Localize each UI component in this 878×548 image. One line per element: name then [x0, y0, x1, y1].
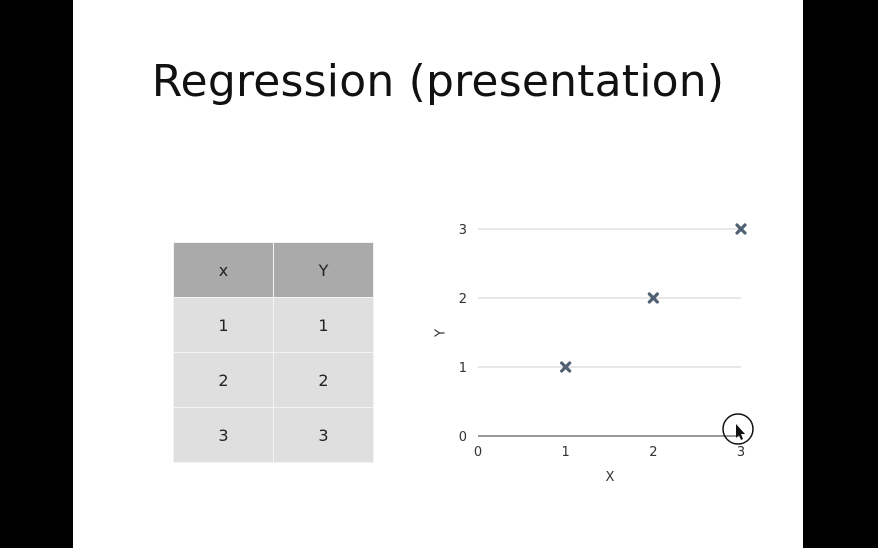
data-table: x Y 1 1 2 2 3 3: [173, 242, 374, 463]
x-tick-label: 2: [649, 445, 657, 460]
table-cell: 2: [273, 352, 374, 408]
table-cell: 1: [273, 297, 374, 353]
x-tick-label: 3: [737, 445, 745, 460]
table-row: 1 1: [173, 297, 374, 353]
data-point: [735, 223, 747, 235]
table-row: 3 3: [173, 407, 374, 463]
y-tick-label: 3: [459, 223, 467, 238]
table-cell: 2: [173, 352, 274, 408]
data-point: [560, 361, 572, 373]
y-axis-label: Y: [434, 329, 449, 338]
mouse-cursor-icon: [722, 413, 754, 445]
y-tick-label: 0: [459, 430, 467, 445]
x-tick-label: 0: [474, 445, 482, 460]
x-axis-label: X: [606, 470, 615, 485]
y-tick-label: 2: [459, 292, 467, 307]
axis-ticks: 0 1 2 3 0 1 2 3: [459, 223, 745, 460]
table-cell: 1: [173, 297, 274, 353]
y-tick-label: 1: [459, 361, 467, 376]
table-cell: 3: [173, 407, 274, 463]
grid-lines: [478, 228, 741, 437]
data-point: [647, 292, 659, 304]
x-tick-label: 1: [562, 445, 570, 460]
presentation-slide: Regression (presentation) x Y 1 1 2 2 3 …: [73, 0, 803, 548]
table-header-x: x: [173, 242, 274, 298]
slide-title: Regression (presentation): [151, 56, 725, 107]
table-cell: 3: [273, 407, 374, 463]
table-row: 2 2: [173, 352, 374, 408]
data-points: [560, 223, 747, 373]
